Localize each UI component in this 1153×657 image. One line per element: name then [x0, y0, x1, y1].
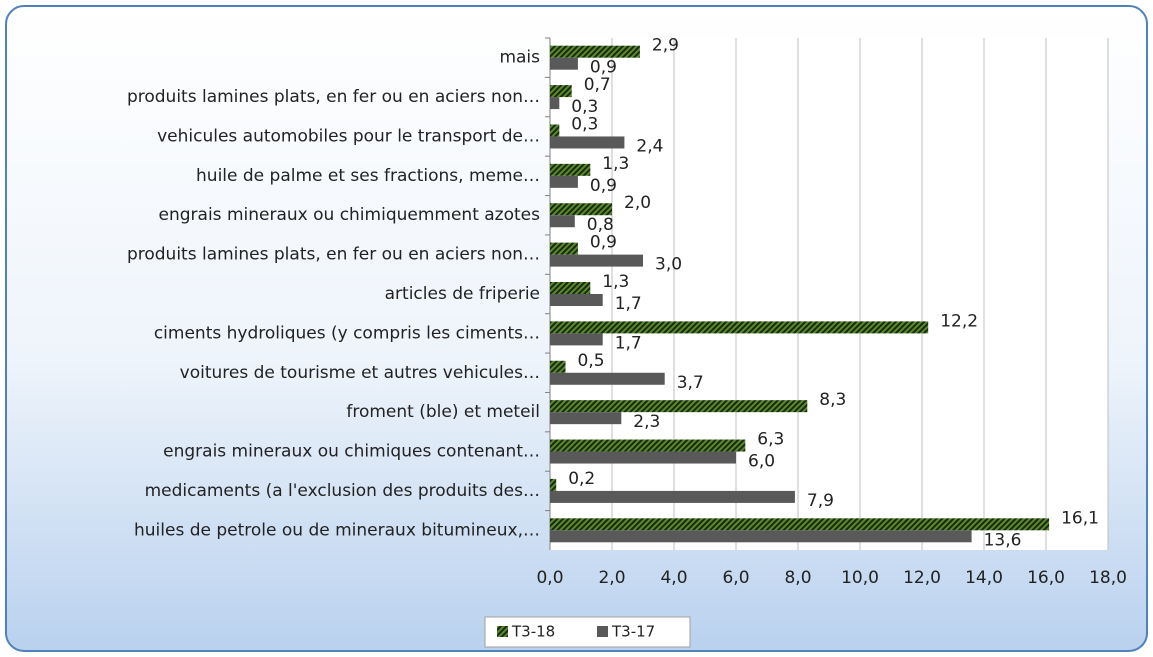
y-tick-label: engrais mineraux ou chimiques contenant…	[163, 442, 540, 462]
legend-label: T3-18	[511, 623, 555, 641]
data-label: 0,3	[571, 114, 598, 134]
bar	[550, 321, 929, 334]
bar	[550, 451, 736, 464]
data-label: 3,7	[677, 373, 704, 393]
y-tick-label: huiles de petrole ou de mineraux bitumin…	[134, 520, 540, 540]
bar	[550, 478, 557, 491]
data-label: 1,3	[602, 272, 629, 292]
y-tick-label: medicaments (a l'exclusion des produits …	[145, 481, 540, 501]
data-label: 1,3	[602, 154, 629, 174]
data-label: 3,0	[655, 255, 682, 275]
data-label: 0,9	[590, 176, 617, 196]
data-label: 0,2	[568, 469, 595, 489]
bar	[550, 372, 665, 385]
bar	[550, 282, 591, 294]
bar	[550, 97, 560, 110]
bar	[550, 124, 560, 137]
data-label: 8,3	[819, 390, 846, 410]
data-label: 0,5	[578, 351, 605, 371]
x-tick-label: 8,0	[784, 568, 811, 588]
bar	[550, 215, 575, 228]
data-label: 2,9	[652, 36, 679, 56]
x-tick-label: 2,0	[598, 568, 625, 588]
data-label: 0,3	[571, 97, 598, 117]
x-tick-label: 16,0	[1027, 568, 1065, 588]
y-tick-label: huile de palme et ses fractions, meme…	[196, 166, 540, 186]
x-tick-label: 10,0	[841, 568, 879, 588]
data-label: 7,9	[807, 491, 834, 511]
data-label: 2,3	[633, 412, 660, 432]
data-label: 0,7	[584, 75, 611, 95]
x-tick-label: 14,0	[965, 568, 1003, 588]
bar	[550, 57, 578, 70]
y-tick-label: vehicules automobiles pour le transport …	[157, 126, 540, 146]
data-label: 2,4	[636, 136, 663, 156]
y-tick-label: engrais mineraux ou chimiquemment azotes	[159, 205, 541, 225]
data-label: 12,2	[940, 311, 978, 331]
x-tick-label: 6,0	[722, 568, 749, 588]
bar	[550, 333, 603, 346]
data-label: 13,6	[984, 530, 1022, 550]
y-tick-label: articles de friperie	[385, 284, 540, 304]
data-label: 6,3	[757, 430, 784, 450]
bar	[550, 490, 795, 503]
y-tick-label: mais	[499, 48, 540, 68]
y-tick-label: ciments hydroliques (y compris les cimen…	[154, 323, 540, 343]
plot-area	[550, 38, 1108, 550]
data-label: 16,1	[1061, 508, 1099, 528]
bar	[550, 136, 625, 149]
x-tick-label: 18,0	[1089, 568, 1127, 588]
x-tick-label: 12,0	[903, 568, 941, 588]
legend-swatch	[497, 626, 508, 637]
bar	[550, 85, 572, 98]
bar	[550, 518, 1050, 531]
y-tick-label: produits lamines plats, en fer ou en aci…	[127, 87, 540, 107]
data-label: 0,9	[590, 233, 617, 253]
x-tick-label: 4,0	[660, 568, 687, 588]
bar	[550, 163, 591, 176]
bar	[550, 175, 578, 188]
bar	[550, 242, 578, 255]
bar	[550, 360, 566, 373]
legend-box	[484, 616, 691, 648]
y-tick-label: froment (ble) et meteil	[346, 402, 540, 422]
bar	[550, 439, 746, 452]
legend-label: T3-17	[611, 623, 655, 641]
bar	[550, 400, 808, 413]
data-label: 2,0	[624, 193, 651, 213]
y-tick-label: produits lamines plats, en fer ou en aci…	[127, 245, 540, 265]
bar	[550, 530, 972, 543]
y-tick-label: voitures de tourisme et autres vehicules…	[180, 363, 540, 383]
data-label: 1,7	[615, 294, 642, 314]
legend-swatch	[597, 626, 608, 637]
data-label: 6,0	[748, 452, 775, 472]
bar	[550, 203, 612, 216]
bar	[550, 254, 643, 267]
data-label: 0,8	[587, 215, 614, 235]
bar	[550, 294, 603, 306]
data-label: 1,7	[615, 333, 642, 353]
data-label: 0,9	[590, 58, 617, 78]
bar	[550, 45, 640, 58]
bar	[550, 412, 622, 425]
x-tick-label: 0,0	[536, 568, 563, 588]
